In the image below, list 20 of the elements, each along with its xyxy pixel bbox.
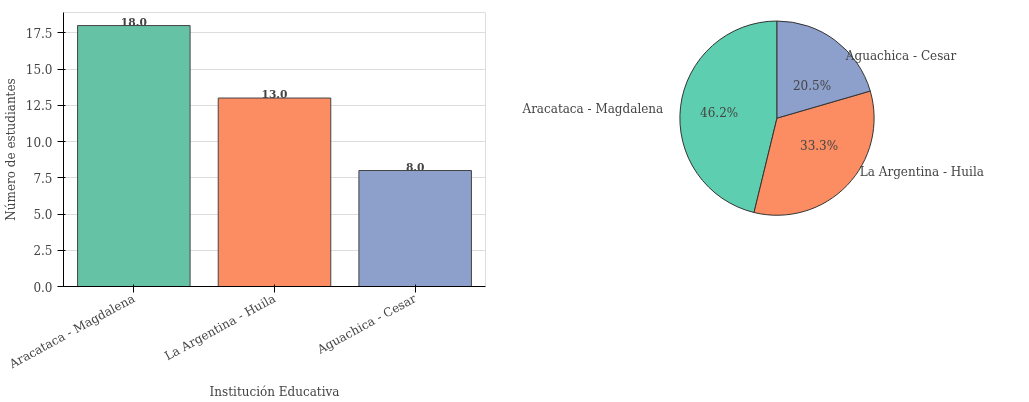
y-tick-label: 5.0 xyxy=(33,208,53,223)
data-label: 18.0 xyxy=(120,15,147,29)
y-axis-title: Número de estudiantes xyxy=(3,78,18,221)
y-tick-label: 2.5 xyxy=(33,244,53,259)
y-tick-label: 17.5 xyxy=(25,26,53,41)
y-tick-label: 7.5 xyxy=(33,171,53,186)
data-label: 46.2% xyxy=(700,106,739,121)
data-label: 20.5% xyxy=(792,79,832,94)
y-tick-label: 0.0 xyxy=(33,280,53,295)
bar xyxy=(358,170,472,287)
data-label: 13.0 xyxy=(261,88,288,102)
bar xyxy=(77,25,191,287)
y-tick-label: 15.0 xyxy=(25,63,53,78)
x-axis-title: Institución Educativa xyxy=(209,385,340,400)
slice-label: Aracataca - Magdalena xyxy=(521,101,664,116)
slice-label: La Argentina - Huila xyxy=(859,165,984,179)
y-tick-label: 10.0 xyxy=(25,135,53,150)
y-tick-label: 12.5 xyxy=(25,99,53,114)
bar xyxy=(217,97,332,287)
data-label: 33.3% xyxy=(800,138,839,153)
